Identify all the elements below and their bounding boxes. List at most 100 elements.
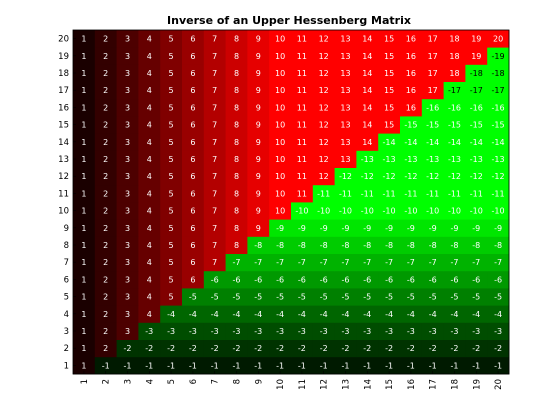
x-tick-label: 16 [407, 379, 417, 390]
heatmap-cell [334, 356, 357, 375]
cell-value-label: -10 [383, 207, 396, 216]
cell-value-label: -3 [167, 327, 175, 336]
cell-value-label: -3 [254, 327, 262, 336]
cell-value-label: 6 [190, 35, 195, 44]
heatmap-cell [291, 253, 314, 272]
heatmap-cell [182, 253, 205, 272]
cell-value-label: -2 [298, 344, 306, 353]
cell-value-label: 6 [190, 103, 195, 112]
cell-value-label: 3 [125, 189, 130, 198]
heatmap-cell [421, 236, 444, 254]
cell-value-label: -2 [472, 344, 480, 353]
heatmap-cell [138, 356, 161, 375]
heatmap-cell [247, 30, 270, 48]
heatmap-cell [247, 64, 270, 82]
heatmap-cell [487, 202, 510, 220]
heatmap-cell [116, 253, 139, 272]
heatmap-cell [487, 253, 510, 272]
heatmap-cell [465, 288, 488, 306]
cell-value-label: 4 [147, 172, 152, 181]
heatmap-cell [182, 322, 205, 340]
heatmap-cell [160, 133, 183, 151]
cell-value-label: 8 [234, 207, 239, 216]
cell-value-label: 9 [256, 138, 261, 147]
cell-value-label: 3 [125, 52, 130, 61]
heatmap-cell [356, 47, 379, 65]
cell-value-label: -8 [407, 241, 415, 250]
heatmap-cell [247, 81, 270, 100]
cell-value-label: 19 [471, 52, 481, 61]
cell-value-label: -12 [470, 172, 483, 181]
heatmap-cell [116, 81, 139, 100]
cell-value-label: -1 [451, 361, 459, 370]
cell-value-label: 9 [256, 155, 261, 164]
heatmap-cell [160, 202, 183, 220]
heatmap-cell [247, 202, 270, 220]
heatmap-cell [334, 133, 357, 151]
heatmap-cell [225, 98, 248, 117]
heatmap-cell [356, 253, 379, 272]
heatmap-cell [160, 305, 183, 323]
cell-value-label: 15 [384, 86, 394, 95]
heatmap-cell [73, 47, 96, 65]
cell-value-label: -14 [492, 138, 505, 147]
heatmap-cell [138, 81, 161, 100]
heatmap-cell [378, 81, 401, 100]
heatmap-cell [138, 322, 161, 340]
y-tick-label: 20 [58, 35, 69, 45]
cell-value-label: 8 [234, 103, 239, 112]
cell-value-label: 10 [275, 189, 285, 198]
heatmap-cell [182, 47, 205, 65]
heatmap-cell [182, 288, 205, 306]
cell-value-label: 5 [169, 207, 174, 216]
heatmap-cell [225, 339, 248, 358]
cell-value-label: -11 [383, 189, 396, 198]
cell-value-label: 1 [81, 69, 86, 78]
heatmap-cell [182, 219, 205, 237]
cell-value-label: 6 [190, 189, 195, 198]
heatmap-cell [487, 30, 510, 48]
cell-value-label: 8 [234, 35, 239, 44]
cell-value-label: 16 [406, 69, 416, 78]
cell-value-label: -15 [448, 121, 461, 130]
cell-value-label: -13 [383, 155, 396, 164]
heatmap-cell [116, 184, 139, 203]
heatmap-cell [73, 150, 96, 168]
cell-value-label: -3 [189, 327, 197, 336]
cell-value-label: -12 [361, 172, 374, 181]
heatmap-cell [182, 339, 205, 358]
cell-value-label: -5 [429, 293, 437, 302]
cell-value-label: -5 [233, 293, 241, 302]
heatmap-cell [94, 202, 117, 220]
cell-value-label: -3 [451, 327, 459, 336]
cell-value-label: 7 [212, 172, 217, 181]
heatmap-cell [421, 322, 444, 340]
cell-value-label: 14 [362, 52, 372, 61]
heatmap-cell [73, 322, 96, 340]
heatmap-cell [116, 98, 139, 117]
cell-value-label: 2 [103, 155, 108, 164]
cell-value-label: -7 [254, 258, 262, 267]
cell-value-label: 1 [81, 361, 86, 370]
cell-value-label: -2 [429, 344, 437, 353]
heatmap-cell [356, 219, 379, 237]
heatmap-cell [421, 339, 444, 358]
heatmap-cell [247, 270, 270, 289]
heatmap-cell [247, 339, 270, 358]
heatmap-cell [73, 339, 96, 358]
heatmap-cell [94, 253, 117, 272]
cell-value-label: -10 [317, 207, 330, 216]
cell-value-label: -2 [145, 344, 153, 353]
cell-value-label: 2 [103, 344, 108, 353]
heatmap-cell [269, 150, 292, 168]
heatmap-cell [465, 339, 488, 358]
cell-value-label: -11 [361, 189, 374, 198]
heatmap-cell [94, 219, 117, 237]
cell-value-label: -1 [363, 361, 371, 370]
cell-value-label: 4 [147, 189, 152, 198]
heatmap-cell [73, 30, 96, 48]
heatmap-cell [269, 30, 292, 48]
heatmap-cell [73, 356, 96, 375]
heatmap-cell [334, 116, 357, 134]
